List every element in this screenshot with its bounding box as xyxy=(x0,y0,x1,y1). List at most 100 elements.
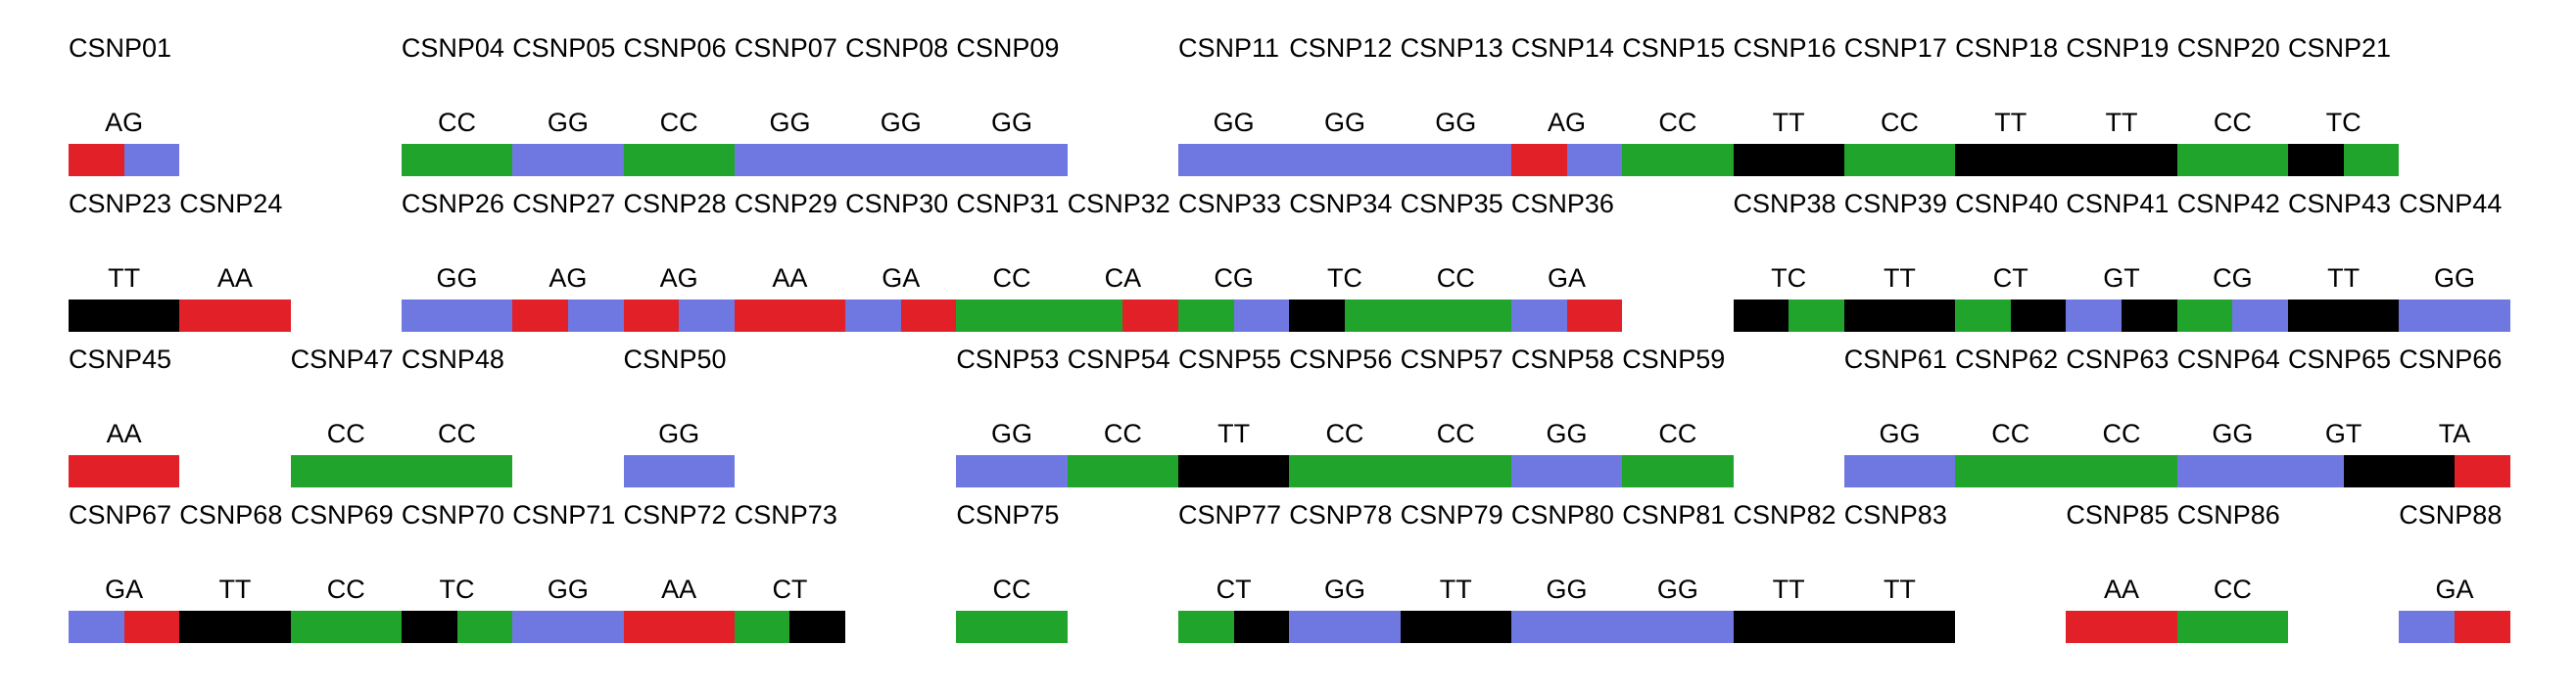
snp-name-label: CSNP48 xyxy=(401,345,504,374)
genotype-label: GG xyxy=(1323,108,1365,137)
allele-right-half xyxy=(679,144,735,176)
allele-left-half xyxy=(401,300,457,332)
genotype-label: CC xyxy=(1880,108,1919,137)
snp-cell xyxy=(1510,611,1623,643)
snp-cell xyxy=(1622,144,1734,176)
genotype-label: CG xyxy=(1214,263,1254,293)
allele-right-half xyxy=(2232,611,2288,643)
allele-left-half xyxy=(1289,611,1345,643)
genotype-label: AG xyxy=(1548,108,1587,137)
allele-left-half xyxy=(956,611,1013,643)
snp-name-label: CSNP56 xyxy=(1289,345,1393,374)
allele-left-half xyxy=(290,611,347,643)
allele-left-half xyxy=(623,611,680,643)
snp-name-label: CSNP41 xyxy=(2066,189,2170,218)
snp-cell xyxy=(956,455,1068,487)
allele-left-half xyxy=(69,300,124,332)
allele-right-half xyxy=(679,455,735,487)
allele-left-half xyxy=(1510,144,1567,176)
genotype-label: GA xyxy=(882,263,921,293)
snp-cell xyxy=(2176,144,2288,176)
snp-cell xyxy=(2288,300,2400,332)
genotype-label: TT xyxy=(1217,419,1251,448)
genotype-label: TT xyxy=(1772,575,1805,604)
genotype-label: CC xyxy=(326,419,365,448)
snp-cell xyxy=(2066,455,2177,487)
snp-cell xyxy=(1733,144,1844,176)
snp-cell xyxy=(1955,144,2067,176)
allele-right-half xyxy=(679,611,735,643)
allele-left-half xyxy=(2176,455,2233,487)
allele-right-half xyxy=(1233,300,1290,332)
allele-right-half xyxy=(2122,455,2177,487)
snp-name-label: CSNP57 xyxy=(1400,345,1503,374)
genotype-label: AA xyxy=(2104,575,2140,604)
snp-name-label: CSNP59 xyxy=(1622,345,1726,374)
allele-right-half xyxy=(1566,300,1623,332)
genotype-label: GG xyxy=(1213,108,1255,137)
genotype-label: AG xyxy=(105,108,144,137)
allele-left-half xyxy=(1178,300,1234,332)
allele-right-half xyxy=(2010,300,2067,332)
snp-name-label: CSNP07 xyxy=(734,33,837,63)
snp-name-label: CSNP78 xyxy=(1289,500,1393,530)
snp-name-label: CSNP35 xyxy=(1400,189,1503,218)
snp-cell xyxy=(845,144,957,176)
snp-name-label: CSNP79 xyxy=(1400,500,1503,530)
allele-right-half xyxy=(2343,300,2400,332)
allele-left-half xyxy=(845,300,901,332)
snp-name-label: CSNP75 xyxy=(956,500,1060,530)
allele-left-half xyxy=(1843,300,1900,332)
allele-left-half xyxy=(1733,300,1789,332)
genotype-label: AG xyxy=(549,263,588,293)
snp-cell xyxy=(1843,611,1956,643)
allele-left-half xyxy=(2176,144,2233,176)
snp-cell xyxy=(179,300,291,332)
snp-cell xyxy=(1510,144,1623,176)
snp-name-label: CSNP42 xyxy=(2176,189,2280,218)
snp-name-label: CSNP28 xyxy=(623,189,727,218)
snp-name-label: CSNP39 xyxy=(1843,189,1947,218)
allele-right-half xyxy=(900,144,957,176)
snp-cell xyxy=(2176,300,2288,332)
snp-name-label: CSNP86 xyxy=(2176,500,2280,530)
snp-cell xyxy=(1622,455,1734,487)
allele-left-half xyxy=(956,300,1013,332)
snp-cell xyxy=(290,455,402,487)
allele-left-half xyxy=(2399,300,2455,332)
snp-cell xyxy=(512,300,624,332)
allele-left-half xyxy=(69,611,124,643)
snp-cell xyxy=(734,300,846,332)
snp-name-label: CSNP36 xyxy=(1510,189,1614,218)
allele-left-half xyxy=(179,611,235,643)
snp-cell xyxy=(1400,300,1511,332)
snp-name-label: CSNP31 xyxy=(956,189,1060,218)
snp-cell xyxy=(2066,611,2177,643)
genotype-label: GG xyxy=(2433,263,2475,293)
snp-cell xyxy=(1289,611,1401,643)
allele-left-half xyxy=(734,611,790,643)
snp-name-label: CSNP85 xyxy=(2066,500,2170,530)
snp-cell xyxy=(1510,455,1623,487)
allele-left-half xyxy=(1289,300,1345,332)
snp-cell xyxy=(512,611,624,643)
snp-name-label: CSNP12 xyxy=(1289,33,1393,63)
allele-left-half xyxy=(1843,455,1900,487)
snp-cell xyxy=(2399,455,2510,487)
snp-name-label: CSNP29 xyxy=(734,189,837,218)
snp-cell xyxy=(1733,300,1844,332)
snp-name-label: CSNP18 xyxy=(1955,33,2059,63)
snp-cell xyxy=(2399,300,2510,332)
genotype-label: CT xyxy=(1992,263,2028,293)
allele-right-half xyxy=(789,144,846,176)
genotype-label: TA xyxy=(2438,419,2471,448)
allele-right-half xyxy=(346,611,402,643)
snp-name-label: CSNP32 xyxy=(1067,189,1170,218)
snp-name-label: CSNP26 xyxy=(401,189,504,218)
allele-left-half xyxy=(512,611,568,643)
snp-name-label: CSNP27 xyxy=(512,189,616,218)
allele-left-half xyxy=(512,300,568,332)
allele-right-half xyxy=(1677,611,1734,643)
snp-name-label: CSNP19 xyxy=(2066,33,2170,63)
